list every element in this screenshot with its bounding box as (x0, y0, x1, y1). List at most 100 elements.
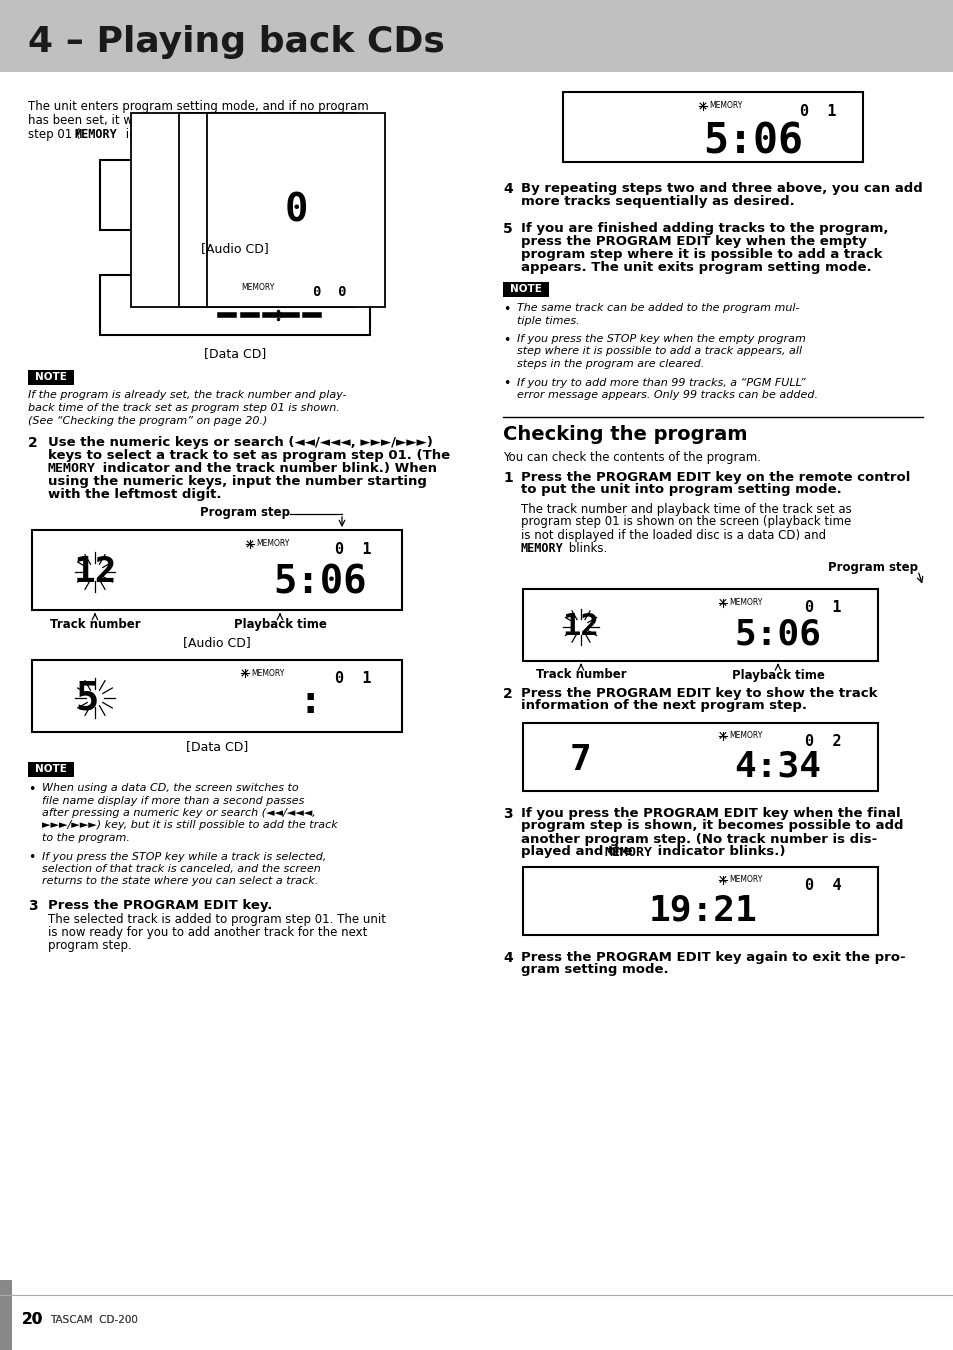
Text: indicator and the track number blink.) When: indicator and the track number blink.) W… (98, 462, 436, 475)
Text: step 01 (: step 01 ( (28, 128, 81, 140)
Text: MEMORY: MEMORY (728, 730, 761, 740)
Text: information of the next program step.: information of the next program step. (520, 699, 806, 713)
Text: program step is shown, it becomes possible to add: program step is shown, it becomes possib… (520, 819, 902, 833)
Text: MEMORY: MEMORY (604, 845, 652, 859)
Text: NOTE: NOTE (510, 285, 541, 294)
Text: back time of the track set as program step 01 is shown.: back time of the track set as program st… (28, 404, 339, 413)
Text: 3: 3 (28, 899, 37, 913)
Text: 3: 3 (502, 806, 512, 821)
Text: MEMORY: MEMORY (241, 167, 274, 177)
Text: (See “Checking the program” on page 20.): (See “Checking the program” on page 20.) (28, 416, 267, 427)
Text: The unit enters program setting mode, and if no program: The unit enters program setting mode, an… (28, 100, 369, 113)
Text: press the PROGRAM EDIT key when the empty: press the PROGRAM EDIT key when the empt… (520, 235, 866, 248)
Text: ►►►/►►►) key, but it is still possible to add the track: ►►►/►►►) key, but it is still possible t… (42, 821, 337, 830)
Text: 0: 0 (256, 190, 279, 230)
Text: to the program.: to the program. (42, 833, 130, 842)
Text: 0  0: 0 0 (313, 285, 346, 298)
Text: Press the PROGRAM EDIT key.: Press the PROGRAM EDIT key. (48, 899, 273, 913)
Text: is now ready for you to add another track for the next: is now ready for you to add another trac… (48, 926, 367, 940)
Text: keys to select a track to set as program step 01. (The: keys to select a track to set as program… (48, 450, 450, 462)
Text: 7: 7 (570, 744, 591, 778)
Text: NOTE: NOTE (35, 373, 67, 382)
Text: played and the: played and the (520, 845, 637, 859)
Text: gram setting mode.: gram setting mode. (520, 964, 668, 976)
Text: indicator blinks).: indicator blinks). (122, 128, 225, 140)
Text: after pressing a numeric key or search (◄◄/◄◄◄,: after pressing a numeric key or search (… (42, 809, 315, 818)
Text: NOTE: NOTE (35, 764, 67, 775)
Text: The track number and playback time of the track set as: The track number and playback time of th… (520, 502, 851, 516)
Text: 2: 2 (28, 436, 38, 450)
Text: has been set, it will be possible to set a track to program: has been set, it will be possible to set… (28, 113, 366, 127)
Text: step where it is possible to add a track appears, all: step where it is possible to add a track… (517, 347, 801, 356)
Text: is not displayed if the loaded disc is a data CD) and: is not displayed if the loaded disc is a… (520, 528, 825, 541)
Text: 20: 20 (22, 1312, 43, 1327)
Text: •: • (502, 302, 510, 316)
Text: steps in the program are cleared.: steps in the program are cleared. (517, 359, 703, 369)
Text: Track number: Track number (536, 668, 626, 682)
Text: 5:06: 5:06 (273, 563, 366, 601)
FancyBboxPatch shape (0, 0, 953, 72)
Text: :: : (237, 197, 256, 227)
Text: Press the PROGRAM EDIT key again to exit the pro-: Press the PROGRAM EDIT key again to exit… (520, 950, 904, 964)
Text: MEMORY: MEMORY (708, 101, 741, 111)
Text: to put the unit into program setting mode.: to put the unit into program setting mod… (520, 483, 841, 497)
Text: 20: 20 (22, 1312, 43, 1327)
Text: MEMORY: MEMORY (48, 462, 96, 475)
Text: MEMORY: MEMORY (241, 282, 274, 292)
Text: If you are finished adding tracks to the program,: If you are finished adding tracks to the… (520, 221, 887, 235)
FancyBboxPatch shape (0, 1282, 12, 1350)
FancyBboxPatch shape (522, 722, 877, 791)
FancyBboxPatch shape (32, 660, 401, 732)
Text: You can check the contents of the program.: You can check the contents of the progra… (502, 451, 760, 463)
Text: 5:06: 5:06 (702, 122, 802, 163)
Text: MEMORY: MEMORY (728, 875, 761, 884)
Text: returns to the state where you can select a track.: returns to the state where you can selec… (42, 876, 318, 887)
Text: MEMORY: MEMORY (75, 128, 117, 140)
Text: Press the PROGRAM EDIT key on the remote control: Press the PROGRAM EDIT key on the remote… (520, 471, 909, 483)
Text: 4:34: 4:34 (734, 749, 821, 783)
Text: 12: 12 (562, 612, 598, 641)
Text: blinks.: blinks. (564, 541, 607, 555)
Text: 2: 2 (502, 687, 512, 701)
FancyBboxPatch shape (0, 1280, 12, 1350)
FancyBboxPatch shape (562, 92, 862, 162)
Text: 0  1: 0 1 (804, 601, 841, 616)
Text: 4: 4 (502, 182, 512, 196)
Text: program step 01 is shown on the screen (playback time: program step 01 is shown on the screen (… (520, 516, 850, 528)
Text: [Audio CD]: [Audio CD] (201, 242, 269, 255)
Text: tiple times.: tiple times. (517, 316, 579, 325)
Text: MEMORY: MEMORY (728, 598, 761, 608)
Text: using the numeric keys, input the number starting: using the numeric keys, input the number… (48, 475, 426, 487)
Text: If you try to add more than 99 tracks, a “PGM FULL”: If you try to add more than 99 tracks, a… (517, 378, 804, 387)
Text: Press the PROGRAM EDIT key to show the track: Press the PROGRAM EDIT key to show the t… (520, 687, 877, 699)
Text: 0  1: 0 1 (799, 104, 836, 119)
Text: 0  0: 0 0 (313, 170, 346, 184)
Text: If you press the PROGRAM EDIT key when the final: If you press the PROGRAM EDIT key when t… (520, 806, 900, 819)
Text: •: • (28, 852, 35, 864)
Text: Program step: Program step (827, 560, 917, 574)
Text: more tracks sequentially as desired.: more tracks sequentially as desired. (520, 194, 794, 208)
Text: •: • (28, 783, 35, 796)
Text: :: : (298, 683, 321, 721)
Text: indicator blinks.): indicator blinks.) (652, 845, 784, 859)
Text: [Data CD]: [Data CD] (186, 740, 248, 753)
Text: 19:21: 19:21 (648, 894, 757, 927)
FancyBboxPatch shape (100, 161, 370, 230)
Text: 12: 12 (73, 555, 116, 589)
Text: 1: 1 (502, 471, 512, 485)
Text: another program step. (No track number is dis-: another program step. (No track number i… (520, 833, 877, 845)
Text: 0  2: 0 2 (804, 733, 841, 748)
Text: TASCAM  CD-200: TASCAM CD-200 (50, 1315, 138, 1324)
Text: program step where it is possible to add a track: program step where it is possible to add… (520, 248, 882, 261)
Text: [Data CD]: [Data CD] (204, 347, 266, 360)
Text: 4 – Playing back CDs: 4 – Playing back CDs (28, 26, 444, 59)
Text: appears. The unit exits program setting mode.: appears. The unit exits program setting … (520, 261, 871, 274)
Text: If the program is already set, the track number and play-: If the program is already set, the track… (28, 390, 346, 400)
Text: file name display if more than a second passes: file name display if more than a second … (42, 795, 304, 806)
Text: [Audio CD]: [Audio CD] (183, 636, 251, 649)
Text: 0  4: 0 4 (804, 878, 841, 892)
Text: 5:06: 5:06 (734, 617, 821, 652)
Text: 0: 0 (284, 190, 308, 230)
Text: 4: 4 (502, 950, 512, 964)
FancyBboxPatch shape (28, 761, 74, 778)
